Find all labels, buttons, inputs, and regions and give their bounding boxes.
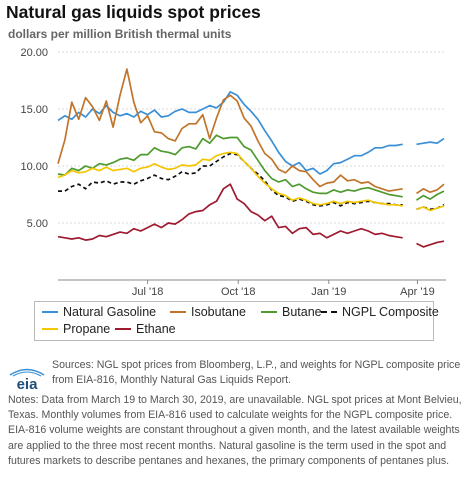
x-axis-ticks: Jul '18 Oct '18 Jan '19 Apr '19 (58, 279, 446, 298)
gridlines (58, 51, 446, 224)
y-tick-label: 20.00 (20, 47, 48, 59)
legend-label: Propane (63, 322, 111, 336)
series-line-isobutane (416, 183, 445, 195)
chart-subtitle: dollars per million British thermal unit… (8, 27, 232, 41)
legend-label: Isobutane (191, 305, 246, 319)
y-tick-label: 5.00 (27, 218, 48, 230)
legend-swatch (42, 310, 58, 313)
series-line-ngpl-composite (58, 152, 403, 207)
eia-logo-text: eia (17, 376, 39, 392)
eia-logo-icon: eia (9, 368, 45, 392)
line-chart: 20.00 15.00 10.00 5.00 Jul '18 Oct '18 Jan '1… (20, 47, 446, 298)
series-line-butane (416, 190, 445, 201)
series-line-ethane (416, 240, 445, 248)
legend-label: NGPL Composite (342, 305, 439, 319)
legend-swatch (321, 310, 337, 313)
y-tick-label: 10.00 (20, 161, 48, 173)
chart-legend: Natural Gasoline Isobutane Butane NGPL C… (34, 301, 439, 341)
legend-swatch (170, 310, 186, 313)
series-line-ethane (57, 183, 403, 241)
series-line-natural-gasoline (416, 137, 445, 146)
chart-title: Natural gas liquids spot prices (6, 2, 261, 22)
legend-label: Ethane (136, 322, 176, 336)
legend-item-isobutane: Isobutane (170, 305, 246, 319)
y-axis-ticks: 20.00 15.00 10.00 5.00 (20, 47, 48, 230)
series-line-isobutane (57, 68, 403, 192)
legend-swatch (261, 310, 277, 313)
legend-item-butane: Butane (261, 305, 322, 319)
notes-text: Notes: Data from March 19 to March 30, 2… (8, 394, 462, 467)
y-tick-label: 15.00 (20, 104, 48, 116)
legend-label: Butane (282, 305, 322, 319)
legend-item-ngpl-composite: NGPL Composite (321, 305, 439, 319)
x-tick-label: Apr '19 (400, 286, 435, 298)
legend-label: Natural Gasoline (63, 305, 157, 319)
series-lines (57, 68, 445, 248)
legend-swatch (115, 327, 131, 330)
legend-item-natural-gasoline: Natural Gasoline (42, 305, 156, 319)
series-line-propane (57, 151, 403, 207)
legend-item-ethane: Ethane (115, 322, 176, 336)
legend-item-propane: Propane (42, 322, 110, 336)
x-tick-label: Jul '18 (132, 286, 163, 298)
x-tick-label: Oct '18 (221, 286, 256, 298)
series-line-propane (416, 205, 445, 212)
x-tick-label: Jan '19 (311, 286, 346, 298)
series-line-natural-gasoline (57, 91, 403, 175)
sources-note: Sources: NGL spot prices from Bloomberg,… (52, 359, 461, 386)
series-line-butane (57, 134, 403, 198)
legend-swatch (42, 327, 58, 330)
